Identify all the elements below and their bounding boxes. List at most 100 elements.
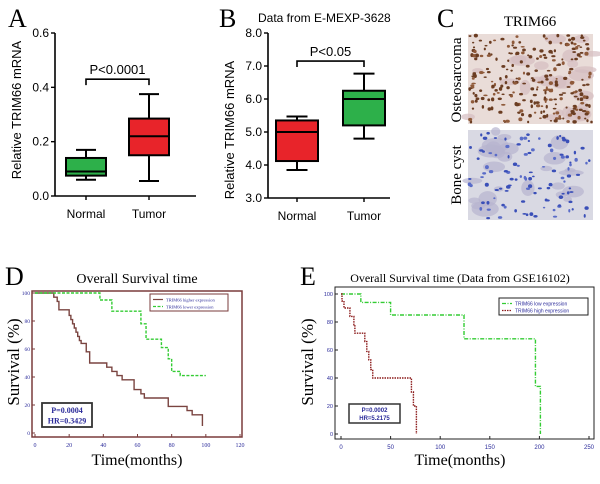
ihc-tissue — [563, 196, 572, 202]
ihc-nucleus — [472, 72, 477, 74]
ihc-nucleus — [585, 103, 589, 107]
ihc-nucleus — [559, 97, 563, 101]
ihc-nucleus — [523, 175, 527, 180]
chart-d-p-value: P=0.0004 — [51, 406, 82, 415]
ihc-nucleus — [568, 38, 572, 42]
ihc-nucleus — [482, 172, 487, 175]
chart-d-ytick-label: 100 — [22, 291, 31, 297]
chart-e-ytick-label: 20 — [327, 404, 333, 410]
ihc-nucleus — [472, 91, 475, 95]
chart-d-xtick-label: 120 — [236, 443, 245, 449]
ihc-nucleus — [515, 35, 519, 38]
ihc-nucleus — [569, 163, 572, 167]
ihc-nucleus — [533, 214, 538, 218]
ihc-nucleus — [490, 80, 494, 83]
ihc-nucleus — [571, 208, 574, 211]
ihc-nucleus — [490, 106, 494, 111]
ihc-nucleus — [505, 68, 509, 71]
ihc-nucleus — [476, 157, 480, 161]
ihc-nucleus — [519, 175, 522, 178]
chart-d-xtick-label: 80 — [169, 443, 175, 449]
ihc-nucleus — [514, 209, 517, 213]
ihc-tissue — [481, 138, 509, 153]
ihc-nucleus — [555, 111, 560, 115]
ihc-nucleus — [582, 110, 587, 113]
ihc-nucleus — [536, 86, 539, 89]
ihc-nucleus — [549, 119, 553, 122]
ihc-nucleus — [561, 192, 565, 195]
ihc-nucleus — [486, 217, 491, 220]
ihc-nucleus — [486, 131, 490, 135]
ihc-nucleus — [585, 161, 588, 165]
ihc-nucleus — [559, 153, 564, 156]
ihc-nucleus — [515, 51, 520, 56]
ihc-nucleus — [520, 45, 525, 48]
chart-d-xtick-label: 100 — [201, 443, 210, 449]
ihc-row-label-osteosarcoma: Osteosarcoma — [449, 37, 465, 122]
ihc-nucleus — [548, 74, 553, 77]
ihc-nucleus — [583, 213, 586, 218]
ihc-nucleus — [506, 86, 510, 90]
ihc-nucleus — [584, 117, 587, 120]
chart-e-ylabel: Survival (%) — [298, 318, 317, 405]
ihc-nucleus — [528, 113, 532, 118]
chart-a-boxplot: Relative TRIM66 mRNA 0.0 0.2 0.4 0.6 Normal T… — [9, 26, 196, 221]
ihc-nucleus — [496, 91, 500, 94]
ihc-nucleus — [522, 99, 526, 102]
ihc-nucleus — [498, 110, 503, 114]
ihc-nucleus — [572, 107, 577, 110]
ihc-nucleus — [577, 115, 581, 120]
ihc-nucleus — [581, 78, 584, 81]
ihc-tissue — [534, 61, 549, 70]
ihc-nucleus — [569, 161, 572, 164]
ihc-nucleus — [528, 176, 533, 181]
ihc-nucleus — [486, 200, 490, 205]
ihc-nucleus — [543, 96, 547, 101]
ihc-tissue — [519, 79, 531, 95]
ihc-nucleus — [540, 110, 543, 115]
ihc-nucleus — [482, 136, 488, 140]
ihc-nucleus — [518, 117, 523, 122]
ihc-tissue — [461, 113, 475, 121]
ihc-nucleus — [535, 101, 540, 104]
chart-b-ytick-label: 4.0 — [245, 158, 262, 172]
panel-label-c: C — [437, 4, 454, 33]
ihc-nucleus — [526, 72, 531, 76]
ihc-nucleus — [520, 200, 526, 203]
ihc-nucleus — [521, 51, 525, 55]
ihc-nucleus — [509, 52, 513, 55]
chart-e-series-0-line — [341, 293, 542, 434]
chart-e-legend-label: TRIM66 high expression — [515, 309, 569, 315]
ihc-nucleus — [488, 170, 494, 174]
ihc-nucleus — [552, 107, 557, 110]
ihc-nucleus — [487, 107, 492, 111]
ihc-nucleus — [542, 114, 547, 119]
ihc-nucleus — [468, 178, 472, 180]
ihc-nucleus — [518, 41, 522, 44]
ihc-nucleus — [552, 112, 556, 115]
ihc-nucleus — [568, 208, 571, 213]
ihc-nucleus — [579, 51, 584, 54]
ihc-nucleus — [488, 52, 491, 55]
chart-a-ylabel: Relative TRIM66 mRNA — [9, 40, 24, 179]
ihc-tissue — [491, 127, 501, 136]
ihc-nucleus — [588, 75, 591, 79]
chart-d-xlabel: Time(months) — [92, 452, 183, 469]
ihc-nucleus — [547, 143, 552, 148]
ihc-nucleus — [563, 180, 566, 183]
chart-e-survival: Overall Survival time (Data from GSE1610… — [298, 271, 595, 469]
chart-d-ytick-label: 60 — [25, 347, 31, 353]
ihc-nucleus — [533, 111, 537, 114]
ihc-nucleus — [519, 136, 524, 141]
ihc-nucleus — [535, 104, 541, 108]
ihc-nucleus — [473, 49, 477, 54]
ihc-nucleus — [485, 67, 490, 71]
ihc-nucleus — [483, 47, 486, 51]
ihc-nucleus — [468, 35, 472, 37]
ihc-nucleus — [533, 101, 536, 105]
ihc-nucleus — [488, 152, 493, 155]
ihc-nucleus — [530, 77, 534, 80]
ihc-nucleus — [545, 78, 549, 81]
ihc-nucleus — [570, 58, 574, 61]
